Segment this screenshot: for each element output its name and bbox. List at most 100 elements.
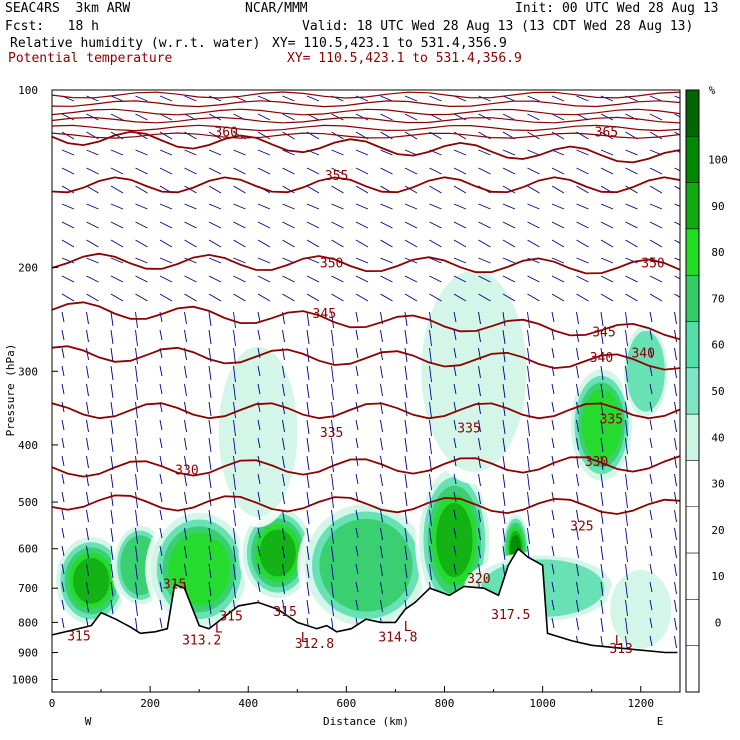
wind-arrow	[429, 221, 442, 229]
wind-arrow	[86, 527, 89, 541]
rh-blob	[73, 557, 110, 604]
east-label: E	[657, 715, 664, 728]
wind-arrow	[331, 563, 334, 581]
wind-arrow	[208, 149, 222, 156]
wind-arrow	[233, 257, 246, 264]
wind-arrow	[649, 635, 653, 647]
contour-label: 325	[570, 519, 593, 534]
wind-arrow	[159, 383, 163, 395]
wind-arrow	[331, 545, 334, 563]
wind-arrow	[674, 95, 680, 99]
wind-arrow	[61, 563, 65, 575]
wind-arrow	[576, 311, 579, 325]
wind-arrow	[576, 239, 589, 248]
wind-arrow	[355, 293, 369, 302]
wind-arrow	[404, 293, 418, 302]
wind-arrow	[233, 365, 236, 383]
wind-arrow	[600, 599, 604, 615]
wind-arrow	[86, 221, 99, 229]
wind-arrow	[649, 239, 663, 248]
wind-arrow	[551, 311, 555, 323]
wind-arrow	[135, 203, 148, 210]
wind-arrow	[453, 131, 467, 140]
x-tick-label: 1200	[628, 697, 655, 710]
wind-arrow	[86, 491, 89, 505]
wind-arrow	[257, 545, 261, 557]
wind-arrow	[135, 455, 138, 473]
wind-arrow	[208, 599, 212, 615]
x-tick-label: 400	[238, 697, 258, 710]
wind-arrow	[527, 311, 530, 329]
wind-arrow	[600, 257, 614, 264]
wind-arrow	[331, 473, 334, 491]
wind-arrow	[159, 509, 163, 521]
wind-arrow	[649, 383, 653, 395]
wind-arrow	[649, 527, 653, 539]
wind-arrow	[355, 455, 359, 467]
wind-arrow	[233, 185, 246, 194]
wind-arrow	[649, 95, 663, 102]
y-tick-label: 600	[18, 543, 38, 556]
wind-arrow	[135, 293, 148, 302]
wind-arrow	[380, 581, 383, 595]
wind-arrow	[380, 599, 383, 613]
wind-arrow	[257, 527, 261, 539]
wind-arrow	[453, 419, 457, 431]
wind-arrow	[208, 95, 222, 102]
wind-arrow	[331, 527, 334, 545]
wind-arrow	[404, 95, 418, 102]
wind-arrow	[110, 365, 114, 381]
wind-arrow	[527, 95, 540, 102]
wind-arrow	[453, 311, 457, 323]
wind-arrow	[86, 203, 99, 210]
wind-arrow	[257, 419, 261, 431]
wind-arrow	[61, 419, 65, 431]
wind-arrow	[208, 419, 212, 435]
wind-arrow	[453, 347, 457, 359]
contour-label: 330	[585, 455, 608, 470]
wind-arrow	[135, 113, 148, 121]
wind-arrow	[625, 455, 628, 473]
wind-arrow	[135, 437, 138, 455]
colorbar-swatch	[685, 136, 700, 183]
wind-arrow	[380, 203, 393, 210]
organization-label: NCAR/MMM	[245, 1, 308, 16]
wind-arrow	[306, 257, 320, 264]
wind-arrow	[86, 581, 89, 595]
wind-arrow	[453, 437, 457, 449]
wind-arrow	[551, 491, 555, 503]
wind-arrow	[135, 329, 138, 347]
contour-label: 330	[175, 463, 198, 478]
wind-arrow	[527, 185, 540, 194]
wind-arrow	[331, 599, 334, 617]
wind-arrow	[184, 329, 187, 343]
wind-arrow	[551, 347, 555, 359]
wind-arrow	[649, 491, 653, 503]
wind-arrow	[404, 239, 418, 248]
wind-arrow	[649, 185, 663, 194]
wind-arrow	[380, 329, 383, 343]
field-theta-label: Potential temperature	[8, 51, 173, 66]
wind-arrow	[257, 473, 261, 485]
wind-arrow	[110, 473, 114, 489]
wind-arrow	[86, 419, 89, 433]
theta-line-360	[52, 130, 680, 164]
wind-arrow	[576, 149, 589, 156]
wind-arrow	[453, 527, 457, 539]
wind-arrow	[306, 599, 310, 615]
wind-arrow	[551, 221, 565, 229]
wind-arrow	[576, 563, 579, 577]
wind-arrow	[61, 203, 75, 210]
wind-arrow	[257, 113, 271, 121]
wind-arrow	[331, 581, 334, 599]
rh-blob	[421, 270, 527, 472]
wind-arrow	[527, 221, 540, 229]
wind-arrow	[674, 257, 680, 261]
wind-arrow	[331, 329, 334, 347]
wind-arrow	[355, 221, 369, 229]
wind-arrow	[551, 473, 555, 485]
wind-arrow	[527, 419, 530, 437]
wind-arrow	[355, 383, 359, 395]
wind-arrow	[478, 455, 481, 469]
contour-label: 335	[320, 426, 343, 441]
